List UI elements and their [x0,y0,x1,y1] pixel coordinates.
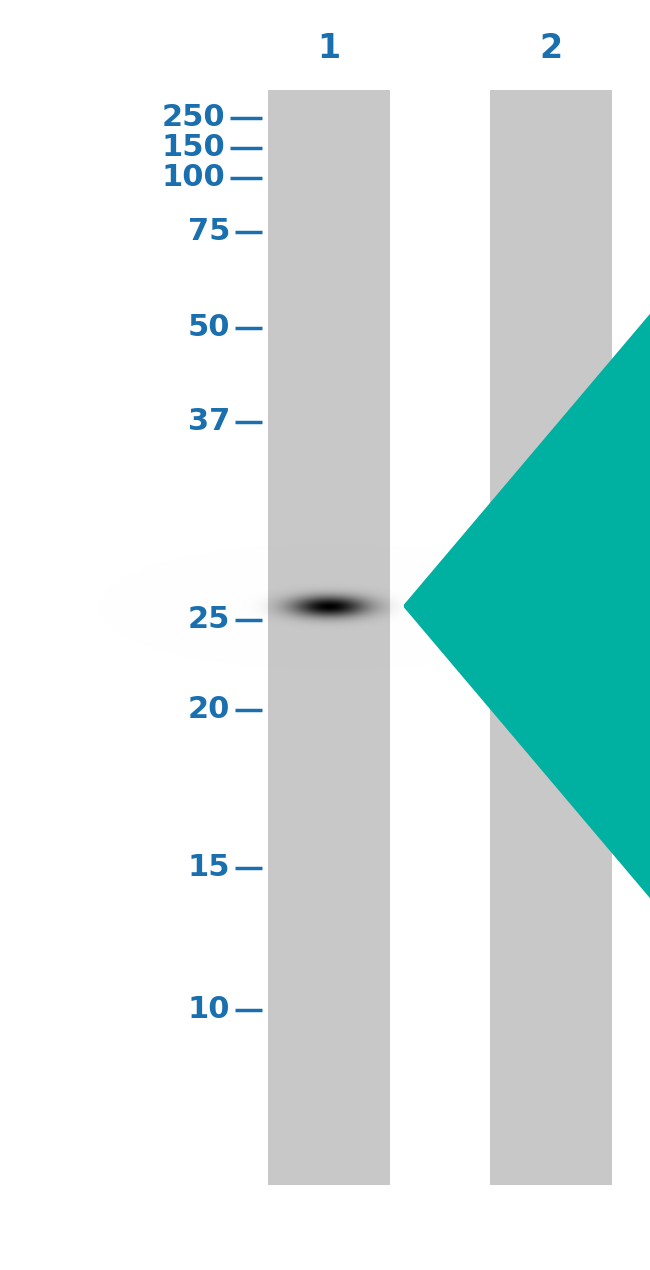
Text: 50: 50 [187,314,230,343]
Text: 20: 20 [188,696,230,724]
Text: 250: 250 [161,103,225,132]
Text: 100: 100 [161,164,225,193]
Text: 2: 2 [540,32,562,65]
Text: 150: 150 [161,133,225,163]
Text: 15: 15 [187,853,230,883]
Text: 37: 37 [188,408,230,437]
Text: 75: 75 [188,217,230,246]
Text: 1: 1 [317,32,341,65]
Text: 10: 10 [187,996,230,1025]
Text: 25: 25 [188,606,230,635]
